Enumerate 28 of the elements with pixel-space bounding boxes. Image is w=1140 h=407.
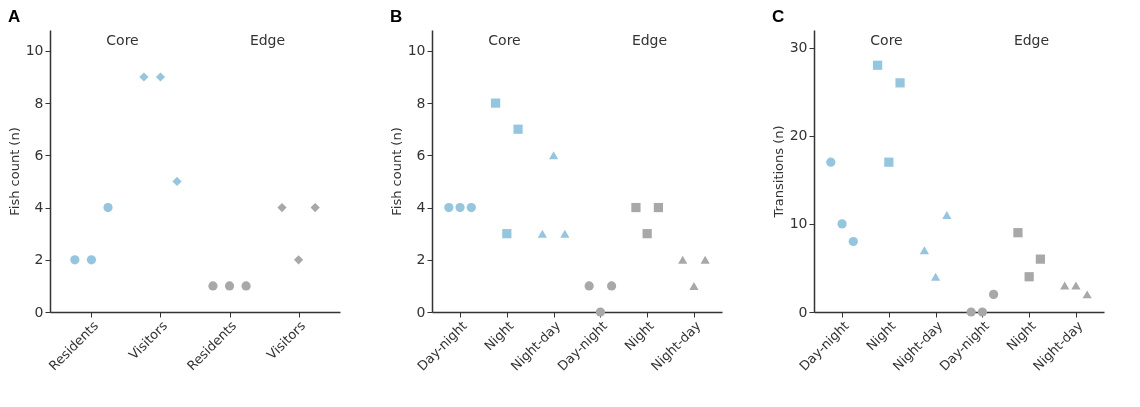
annotation: Edge [1013,32,1050,48]
y-tick-label: 2 [34,251,44,268]
y-axis-title: Fish count (n) [388,127,404,216]
chart-title: C [772,7,785,26]
y-axis-title: Fish count (n) [6,127,22,216]
annotation: Core [106,32,139,48]
y-tick-label: 8 [34,94,44,111]
y-tick-label: 0 [34,303,44,320]
y-tick-label: 30 [789,39,808,56]
y-tick-label: 10 [25,42,44,59]
y-tick-label: 4 [416,199,426,216]
y-tick-label: 20 [789,127,808,144]
y-tick-label: 8 [416,94,426,111]
y-axis-title: Transitions (n) [770,125,786,219]
y-tick-label: 10 [407,42,426,59]
y-tick-label: 6 [416,146,426,163]
annotation: Core [488,32,521,48]
y-tick-label: 0 [416,303,426,320]
annotation: Edge [249,32,286,48]
y-tick-label: 6 [34,146,44,163]
chart-title: A [8,7,21,26]
chart-title: B [390,7,403,26]
annotation: Edge [631,32,668,48]
y-tick-label: 10 [789,215,808,232]
y-tick-label: 4 [34,199,44,216]
y-tick-label: 0 [798,303,808,320]
y-tick-label: 2 [416,251,426,268]
annotation: Core [870,32,903,48]
